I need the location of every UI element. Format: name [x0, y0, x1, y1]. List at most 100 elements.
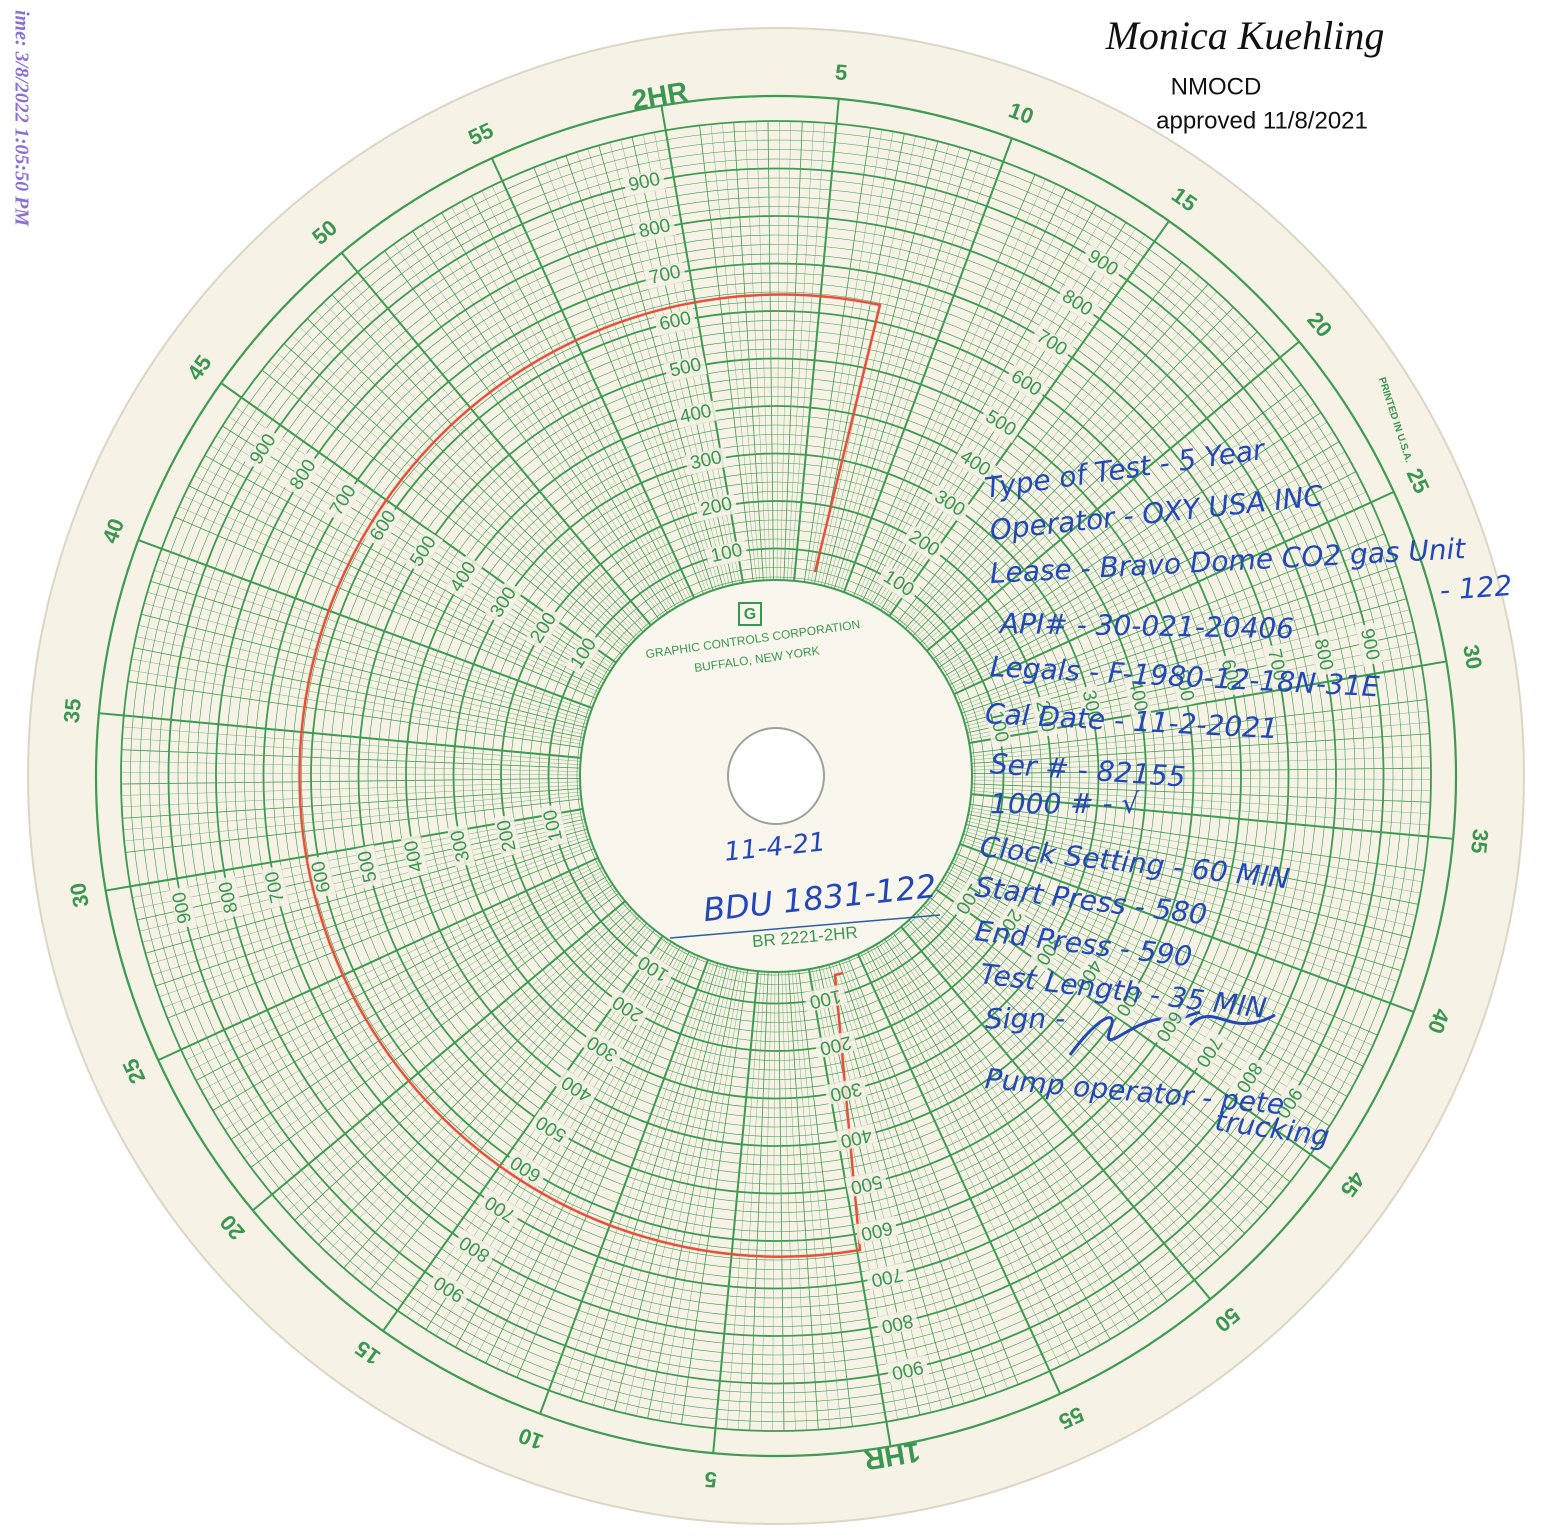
minor-time-line — [971, 744, 1431, 767]
minor-time-line — [157, 559, 592, 712]
minor-time-line — [924, 348, 1273, 649]
pressure-label-bg — [404, 529, 444, 574]
pressure-label-bg — [168, 885, 197, 930]
pressure-label-bg — [844, 1169, 889, 1198]
minor-time-line — [431, 218, 674, 610]
pressure-label-bg — [885, 1355, 930, 1384]
ring — [282, 282, 1270, 1270]
pressure-label-bg — [684, 447, 728, 476]
time-line — [959, 843, 1415, 1013]
minor-time-line — [124, 795, 581, 842]
time-line — [565, 155, 714, 591]
ring — [443, 443, 1109, 1109]
handwritten-note: API# - 30-021-20406 — [998, 607, 1295, 645]
minor-time-line — [902, 276, 1200, 627]
time-line — [412, 230, 668, 614]
time-line — [340, 252, 652, 626]
minor-time-line — [121, 772, 581, 776]
pressure-label-bg — [854, 1215, 899, 1245]
time-line — [212, 875, 608, 1111]
pressure-label-bg — [948, 875, 988, 921]
minor-time-line — [820, 138, 927, 586]
minor-time-line — [903, 924, 1204, 1273]
pressure-label-bg — [1215, 653, 1245, 698]
ring — [177, 177, 1375, 1375]
minor-time-line — [863, 951, 1071, 1362]
time-line — [294, 908, 633, 1221]
minor-time-line — [966, 820, 1414, 927]
side-stamp: ime: 3/8/2022 1:05:50 PM — [10, 10, 32, 227]
minor-time-line — [922, 340, 1266, 646]
pressure-label-bg — [813, 1030, 858, 1059]
minor-time-line — [756, 121, 771, 581]
time-line — [853, 174, 1036, 597]
minor-time-line — [791, 971, 830, 1429]
time-line — [971, 783, 1431, 803]
ring — [424, 424, 1128, 1128]
ring — [567, 567, 985, 985]
minor-time-line — [495, 953, 693, 1369]
pressure-label-bg — [834, 1123, 878, 1152]
time-line — [862, 188, 1067, 601]
time-line — [971, 767, 1431, 775]
pressure-label-bg — [1355, 622, 1384, 667]
time-line — [174, 516, 597, 699]
minor-time-line — [237, 887, 615, 1150]
ring — [291, 291, 1261, 1261]
time-line — [961, 565, 1397, 714]
minor-time-line — [658, 968, 742, 1421]
ring — [405, 405, 1147, 1147]
time-line — [777, 971, 785, 1431]
time-line — [155, 838, 591, 987]
minor-time-line — [830, 147, 961, 588]
ring — [500, 500, 1052, 1052]
minor-time-line — [402, 237, 665, 615]
minor-time-line — [869, 947, 1091, 1351]
minor-time-line — [918, 910, 1253, 1226]
pressure-label-bg — [643, 261, 687, 290]
pressure-label-bg — [875, 564, 921, 604]
time-line — [953, 490, 1395, 696]
logo-box — [738, 602, 762, 626]
minor-time-line — [962, 837, 1398, 982]
minor-time-line — [323, 302, 641, 635]
ring — [386, 386, 1166, 1166]
pressure-label-bg — [824, 1076, 868, 1105]
minor-time-line — [123, 791, 581, 830]
time-line — [963, 833, 1402, 972]
minor-time-line — [135, 636, 585, 735]
minor-time-line — [286, 906, 630, 1212]
minor-time-line — [810, 131, 894, 584]
minor-time-line — [570, 962, 715, 1398]
minor-time-line — [772, 971, 776, 1431]
ring — [301, 301, 1251, 1251]
minor-time-line — [131, 658, 584, 742]
ring — [396, 396, 1156, 1156]
pressure-label-bg — [705, 539, 749, 568]
time-line — [188, 485, 601, 690]
ring — [357, 357, 1195, 1195]
time-line — [838, 961, 987, 1397]
time-line — [968, 814, 1419, 905]
minor-time-line — [491, 185, 692, 600]
minor-time-line — [913, 915, 1237, 1242]
ring — [215, 215, 1337, 1337]
minor-time-line — [151, 835, 590, 976]
minor-time-line — [744, 121, 767, 581]
ring — [158, 158, 1394, 1394]
minor-time-line — [878, 942, 1121, 1334]
minor-time-line — [971, 710, 1428, 757]
logo: G — [744, 606, 756, 623]
ring — [462, 462, 1090, 1090]
ring — [206, 206, 1346, 1346]
pressure-label-bg — [452, 1229, 498, 1268]
pressure-label-bg — [803, 984, 847, 1013]
ring — [187, 187, 1365, 1365]
time-line — [932, 384, 1302, 660]
minor-time-line — [361, 927, 652, 1283]
minor-time-line — [910, 299, 1226, 634]
minor-time-line — [243, 890, 617, 1159]
ring — [547, 547, 1005, 1005]
time-line — [951, 862, 1364, 1067]
minor-time-line — [927, 900, 1283, 1191]
